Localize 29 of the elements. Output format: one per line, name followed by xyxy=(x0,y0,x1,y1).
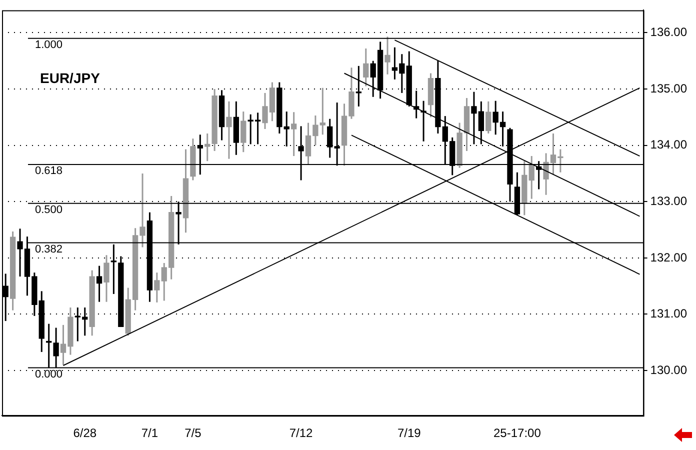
annotation: 1.000 xyxy=(35,38,63,51)
candlestick xyxy=(96,265,102,303)
y-tick-label: 132.00 xyxy=(650,250,688,264)
annotation: 0.382 xyxy=(35,243,63,256)
y-tick-label: 136.00 xyxy=(650,25,688,40)
candlestick xyxy=(363,48,369,87)
y-tick-label: 130.00 xyxy=(650,362,688,377)
x-tick-label: 7/5 xyxy=(184,426,202,440)
y-tick-label: 134.00 xyxy=(650,138,688,152)
x-tick-label: 6/28 xyxy=(73,426,97,440)
x-tick-label: 25-17:00 xyxy=(494,426,542,440)
annotation: 0.500 xyxy=(35,204,63,216)
x-tick-label: 7/1 xyxy=(141,426,158,440)
y-tick-label: 133.00 xyxy=(650,194,688,208)
candlestick xyxy=(528,155,534,200)
candlestick xyxy=(240,110,246,153)
candlestick xyxy=(226,100,232,160)
candlestick xyxy=(104,254,110,303)
annotation: 0.618 xyxy=(35,165,63,178)
x-tick-label: 7/19 xyxy=(397,426,422,440)
candlestick xyxy=(290,111,297,157)
candlestick xyxy=(486,100,492,134)
text: EUR/JPY xyxy=(40,70,101,86)
annotation: 0.000 xyxy=(35,368,63,380)
y-tick-label: 131.00 xyxy=(650,306,688,321)
x-tick-label: 7/12 xyxy=(289,426,314,440)
candlestick xyxy=(384,36,390,76)
candlestick xyxy=(204,132,210,162)
y-tick-label: 135.00 xyxy=(650,81,688,96)
